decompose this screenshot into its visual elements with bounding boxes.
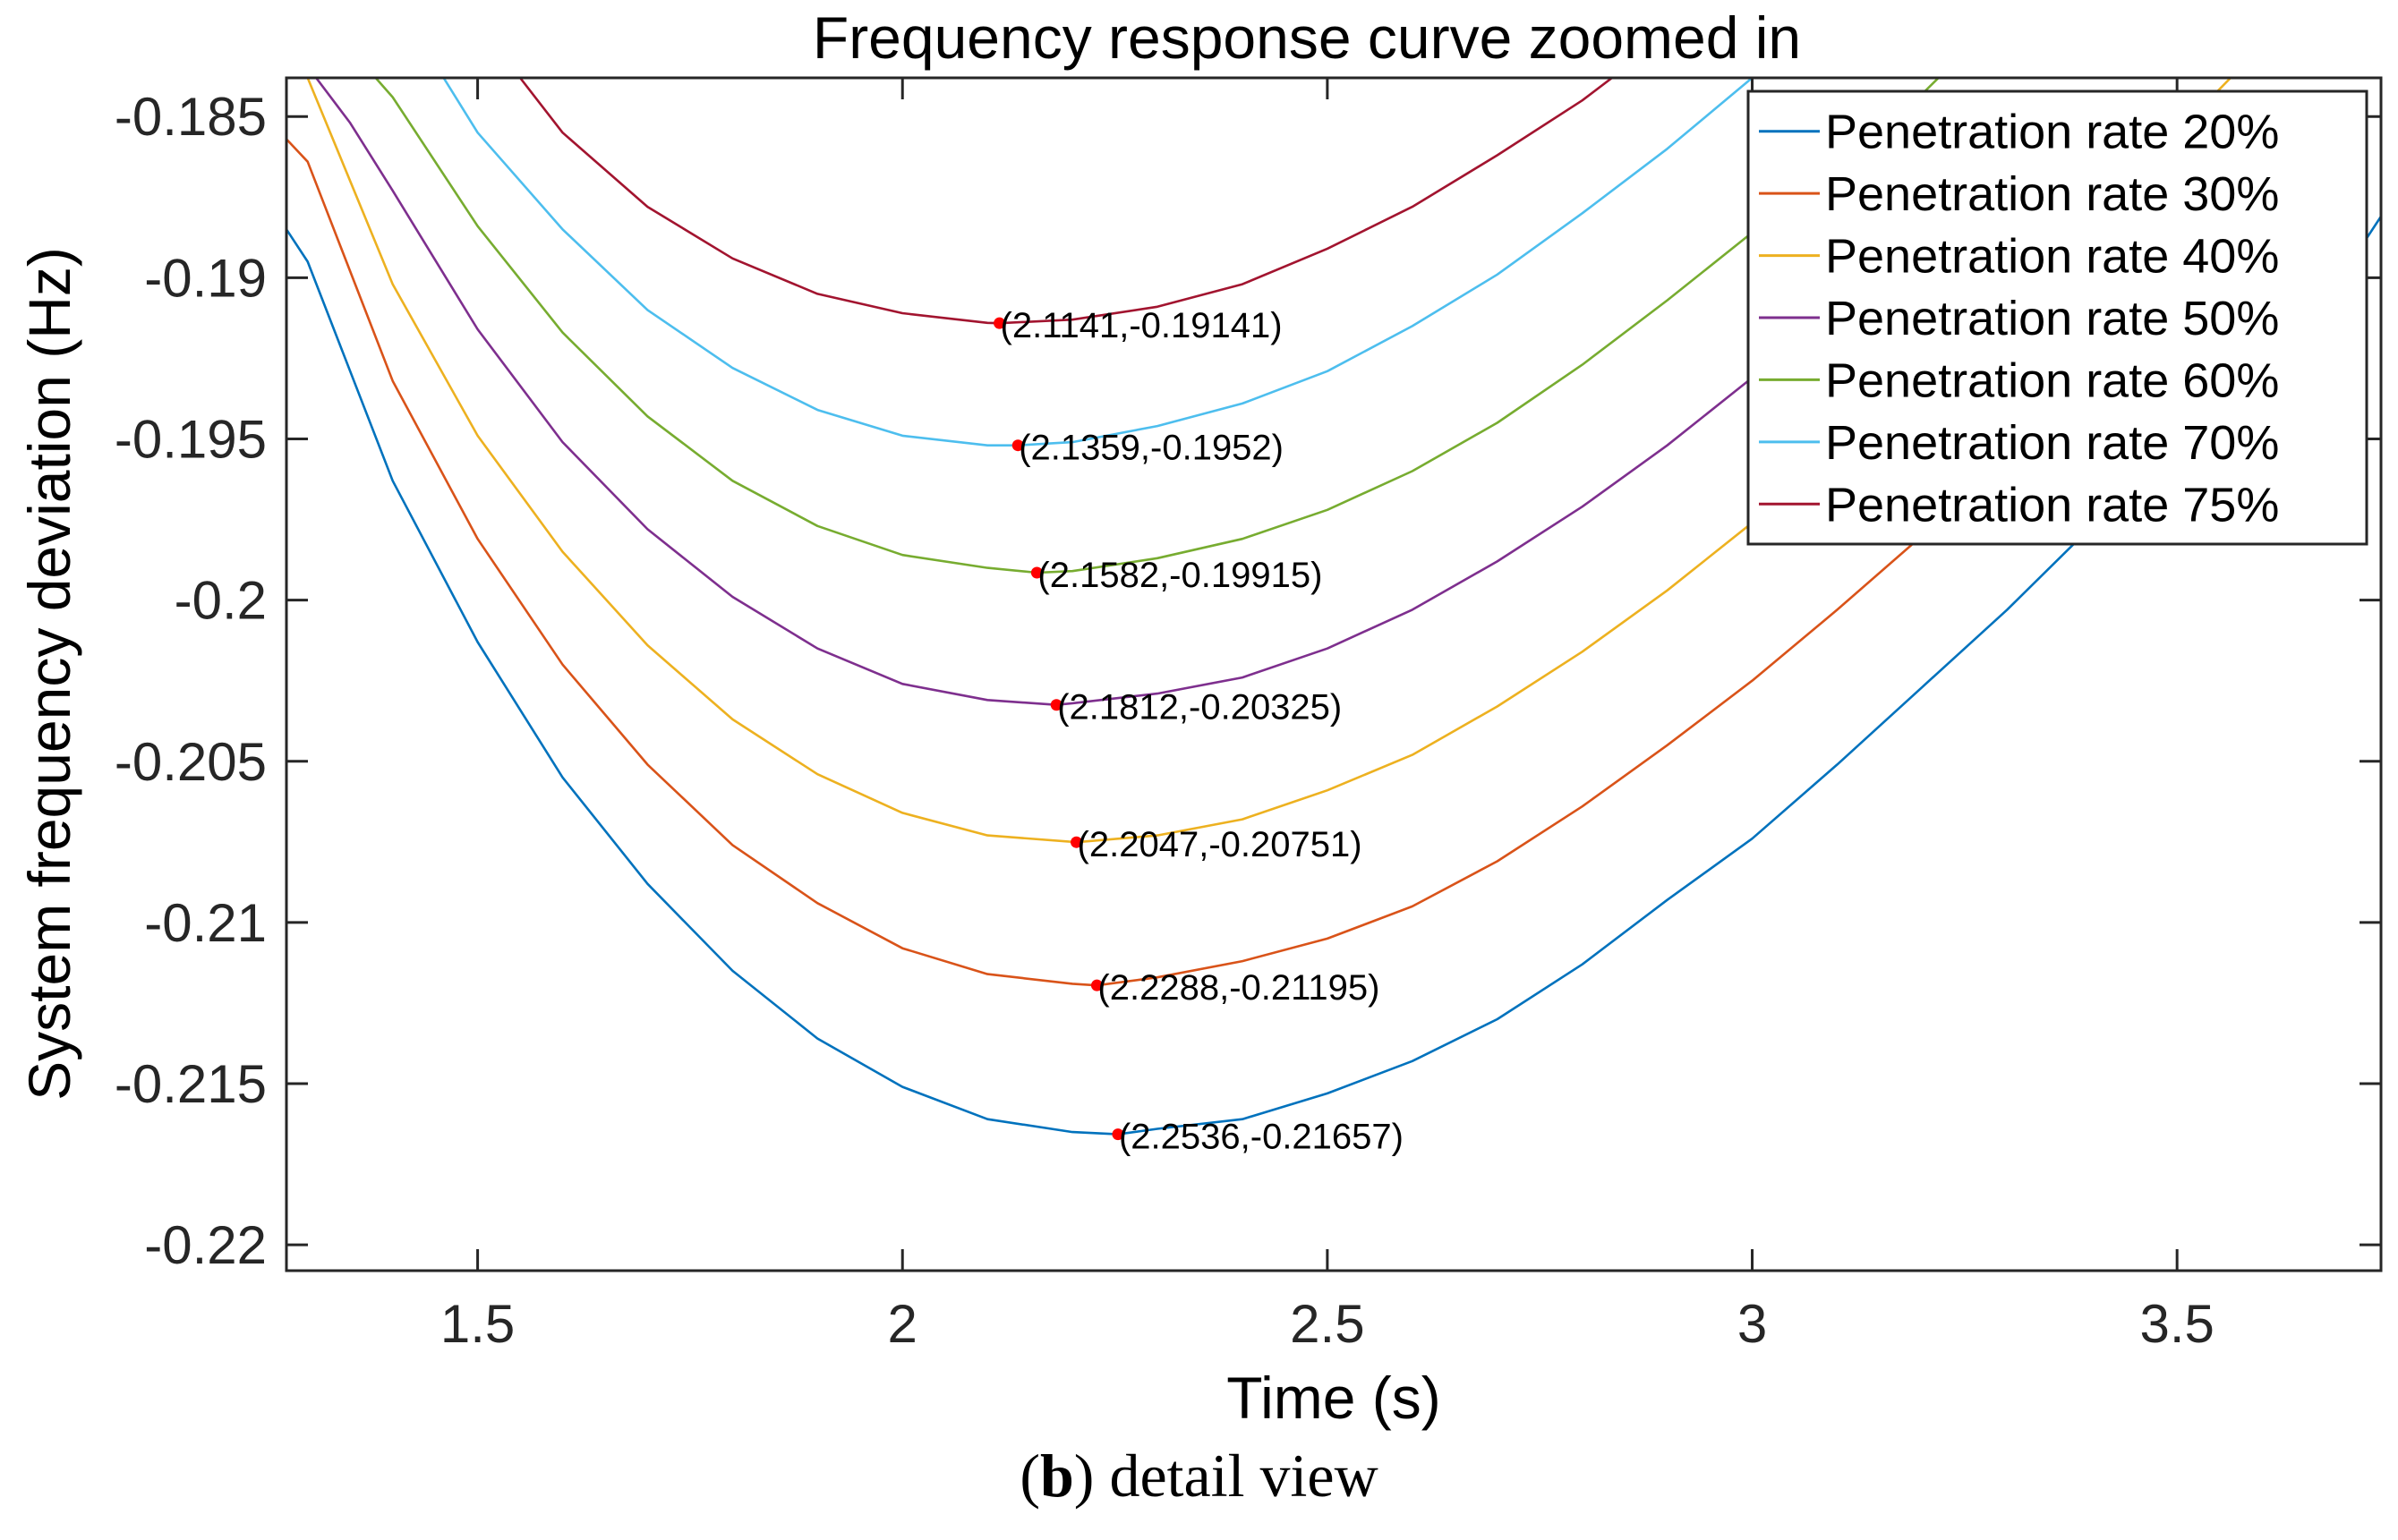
min-point-label-1: (2.1141,-0.19141) — [1001, 306, 1283, 345]
min-point-marker-3 — [1030, 566, 1043, 579]
min-point-label-2: (2.1359,-0.1952) — [1019, 429, 1284, 468]
min-point-marker-1 — [994, 317, 1006, 329]
y-tick-label: -0.19 — [144, 248, 267, 308]
min-point-label-7: (2.2536,-0.21657) — [1119, 1118, 1404, 1157]
y-tick-label: -0.2 — [175, 571, 267, 631]
series-line-5 — [374, 78, 1941, 574]
min-point-marker-7 — [1112, 1128, 1124, 1141]
series-line-2 — [286, 138, 2094, 987]
legend-label-7: Penetration rate 75% — [1825, 478, 2279, 532]
caption-open-paren: ( — [1020, 1442, 1040, 1510]
legend-label-5: Penetration rate 60% — [1825, 353, 2279, 407]
min-point-label-6: (2.2288,-0.21195) — [1097, 968, 1379, 1008]
legend-label-2: Penetration rate 30% — [1825, 167, 2279, 221]
y-tick-label: -0.195 — [115, 410, 267, 470]
legend-label-4: Penetration rate 50% — [1825, 292, 2279, 345]
x-tick-label: 2 — [888, 1294, 917, 1354]
y-tick-label: -0.21 — [144, 893, 267, 953]
caption-text: detail view — [1094, 1442, 1378, 1510]
x-tick-label: 3.5 — [2139, 1294, 2214, 1354]
series-line-7 — [519, 78, 1615, 325]
legend-label-3: Penetration rate 40% — [1825, 230, 2279, 284]
min-point-label-3: (2.1582,-0.19915) — [1037, 556, 1322, 595]
legend-label-1: Penetration rate 20% — [1825, 106, 2279, 159]
plot-frame — [285, 76, 2383, 1272]
y-tick-label: -0.185 — [115, 87, 267, 147]
min-point-label-4: (2.1812,-0.20325) — [1057, 688, 1342, 727]
y-tick-label: -0.22 — [144, 1215, 267, 1275]
series-line-6 — [442, 78, 1754, 447]
min-point-label-5: (2.2047,-0.20751) — [1078, 825, 1362, 864]
min-point-marker-6 — [1090, 979, 1103, 991]
figure-caption: (b) detail view — [0, 1441, 2398, 1511]
min-point-marker-5 — [1071, 836, 1083, 848]
x-axis-label: Time (s) — [1226, 1365, 1441, 1431]
caption-close-paren: ) — [1073, 1442, 1095, 1510]
y-tick-label: -0.205 — [115, 732, 267, 792]
x-tick-label: 2.5 — [1290, 1294, 1364, 1354]
legend-box — [1746, 89, 2368, 546]
x-tick-label: 3 — [1737, 1294, 1767, 1354]
series-line-1 — [286, 216, 2381, 1136]
y-tick-label: -0.215 — [115, 1054, 267, 1114]
y-axis-label: System frequency deviation (Hz) — [16, 247, 82, 1101]
chart-title: Frequency response curve zoomed in — [813, 4, 1801, 71]
min-point-marker-2 — [1011, 439, 1024, 452]
legend-label-6: Penetration rate 70% — [1825, 416, 2279, 470]
series-line-4 — [315, 78, 1924, 707]
caption-letter: b — [1039, 1442, 1074, 1510]
x-tick-label: 1.5 — [440, 1294, 515, 1354]
min-point-marker-4 — [1050, 699, 1062, 711]
